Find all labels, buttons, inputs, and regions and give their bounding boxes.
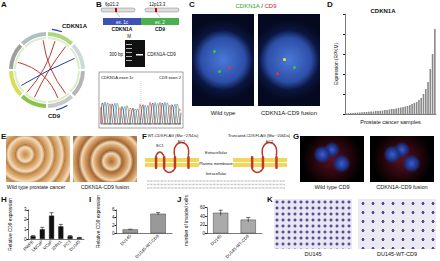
html-text:CDKN1A / CD9: CDKN1A / CD9 (235, 3, 277, 9)
svg-text:CDKN1A exon 1c: CDKN1A exon 1c (101, 75, 134, 80)
svg-text:40: 40 (200, 214, 206, 219)
html-text:F: F (142, 132, 147, 141)
svg-text:1: 1 (24, 227, 27, 232)
svg-text:Relative CD9 expression: Relative CD9 expression (8, 198, 13, 251)
svg-text:4: 4 (112, 215, 115, 220)
html-text:G: G (293, 132, 300, 141)
svg-text:ex. 1c: ex. 1c (116, 20, 129, 25)
svg-text:60: 60 (200, 205, 206, 210)
svg-text:300 bp: 300 bp (109, 52, 123, 57)
svg-text:12p13.3: 12p13.3 (149, 2, 166, 7)
svg-text:6: 6 (112, 207, 115, 212)
svg-text:EC2: EC2 (178, 140, 185, 144)
svg-text:M: M (127, 34, 131, 39)
html-text:CDKN1A-CD9 fusion: CDKN1A-CD9 fusion (376, 184, 428, 190)
svg-text:DU145: DU145 (68, 239, 81, 252)
svg-text:20: 20 (200, 222, 206, 227)
html-text:J: J (177, 195, 182, 204)
svg-text:2: 2 (24, 217, 27, 222)
html-text:CDKN1A-CD9 fusion: CDKN1A-CD9 fusion (261, 110, 317, 116)
svg-text:3: 3 (24, 207, 27, 212)
svg-text:EC2: EC2 (266, 140, 273, 144)
svg-text:Intracellular: Intracellular (206, 171, 227, 176)
svg-text:WT-CD9-FLAG (Mw ~27kDa): WT-CD9-FLAG (Mw ~27kDa) (148, 133, 199, 138)
svg-text:CD9: CD9 (48, 113, 61, 119)
html-text:DU145-WT-CD9: DU145-WT-CD9 (377, 251, 417, 257)
svg-text:CDKN1A-CD9: CDKN1A-CD9 (147, 52, 176, 57)
svg-text:EC1: EC1 (156, 144, 163, 148)
svg-text:0: 0 (24, 237, 27, 242)
svg-text:VCaP: VCaP (41, 239, 54, 251)
svg-text:DU145-WT-CD9: DU145-WT-CD9 (224, 233, 250, 259)
html-text:D: D (327, 0, 333, 9)
html-text:B: B (96, 0, 102, 9)
html-text:E: E (1, 132, 7, 141)
html-text:K: K (267, 195, 273, 204)
svg-text:Prostate cancer samples: Prostate cancer samples (360, 119, 421, 125)
svg-text:Expression (RPKM): Expression (RPKM) (334, 43, 339, 86)
svg-text:number of invaded cells: number of invaded cells (184, 195, 189, 246)
html-text:A: A (1, 0, 7, 9)
svg-text:CD9: CD9 (155, 26, 165, 32)
html-text:I: I (89, 195, 92, 204)
svg-text:DU145: DU145 (119, 233, 132, 246)
svg-text:ex. 2: ex. 2 (155, 20, 165, 25)
svg-text:RWPE: RWPE (22, 239, 35, 252)
svg-text:22Rv1: 22Rv1 (50, 239, 63, 252)
svg-text:0: 0 (202, 231, 205, 236)
svg-text:CD9 exon 2: CD9 exon 2 (159, 75, 182, 80)
html-text:H: H (1, 195, 7, 204)
svg-text:Plasma membrane: Plasma membrane (199, 161, 233, 166)
html-text:Wild type CD9: Wild type CD9 (314, 184, 350, 190)
html-text:DU145: DU145 (304, 251, 322, 257)
svg-text:Extracellular: Extracellular (205, 150, 228, 155)
svg-text:Truncated-CD9-FLAG (Mw ~20kDa): Truncated-CD9-FLAG (Mw ~20kDa) (228, 133, 291, 138)
svg-text:CDKN1A: CDKN1A (112, 26, 133, 32)
svg-text:LNCaP: LNCaP (30, 239, 45, 253)
html-text:C: C (189, 0, 195, 9)
svg-text:6p21.2: 6p21.2 (105, 2, 119, 7)
svg-text:CDKN1A: CDKN1A (370, 8, 396, 14)
svg-text:0: 0 (112, 231, 115, 236)
html-text:Wild type prostate cancer: Wild type prostate cancer (6, 184, 66, 190)
svg-text:CDKN1A: CDKN1A (62, 23, 88, 29)
html-text:CDKN1A-CD9 fusion: CDKN1A-CD9 fusion (80, 184, 130, 190)
svg-text:DU145: DU145 (209, 233, 222, 246)
svg-text:2: 2 (112, 223, 115, 228)
svg-text:PC3: PC3 (62, 239, 72, 249)
html-text:Wild type: Wild type (210, 110, 236, 116)
svg-text:Relative CD9 expression: Relative CD9 expression (96, 195, 101, 248)
svg-text:DU145-WT-CD9: DU145-WT-CD9 (134, 233, 160, 259)
